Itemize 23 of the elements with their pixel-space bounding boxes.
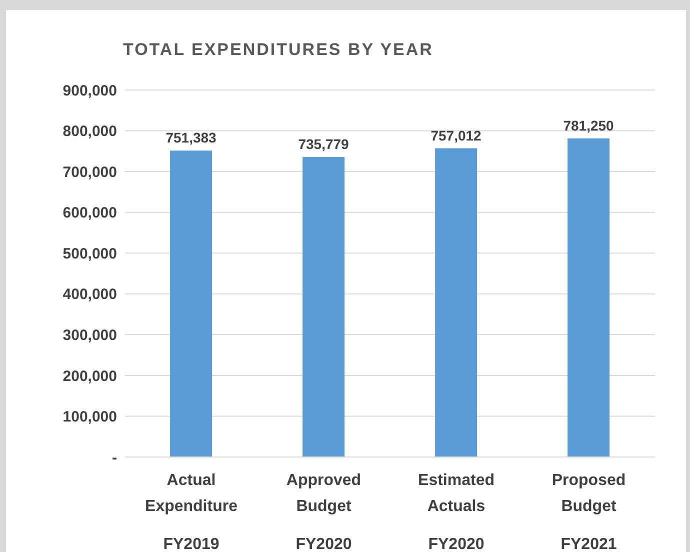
y-tick-label: 900,000 — [62, 82, 117, 100]
bar — [302, 156, 345, 457]
data-label: 757,012 — [430, 127, 482, 144]
y-tick-label: 800,000 — [62, 123, 117, 140]
y-tick-label: 300,000 — [62, 326, 117, 344]
category-label: Estimated Actuals FY2020 — [418, 472, 494, 552]
bar — [170, 150, 212, 457]
chart-title: TOTAL EXPENDITURES BY YEAR — [123, 40, 434, 60]
y-tick-label: 200,000 — [62, 368, 117, 385]
data-label: 781,250 — [563, 117, 614, 134]
y-tick-label: 700,000 — [62, 164, 117, 181]
y-tick-label: 400,000 — [62, 286, 117, 304]
category-label: Proposed Budget FY2021 — [552, 472, 626, 552]
y-tick-label: 600,000 — [62, 204, 117, 222]
bar — [435, 148, 478, 457]
bar — [568, 138, 610, 457]
y-tick-label: - — [112, 449, 117, 466]
data-label: 751,383 — [166, 130, 217, 146]
data-label: 735,779 — [298, 136, 350, 152]
y-tick-label: 500,000 — [62, 245, 117, 262]
category-label: Actual Expenditure FY2019 — [145, 472, 238, 552]
category-label: Approved Budget FY2020 — [286, 472, 362, 552]
y-tick-label: 100,000 — [62, 408, 117, 426]
